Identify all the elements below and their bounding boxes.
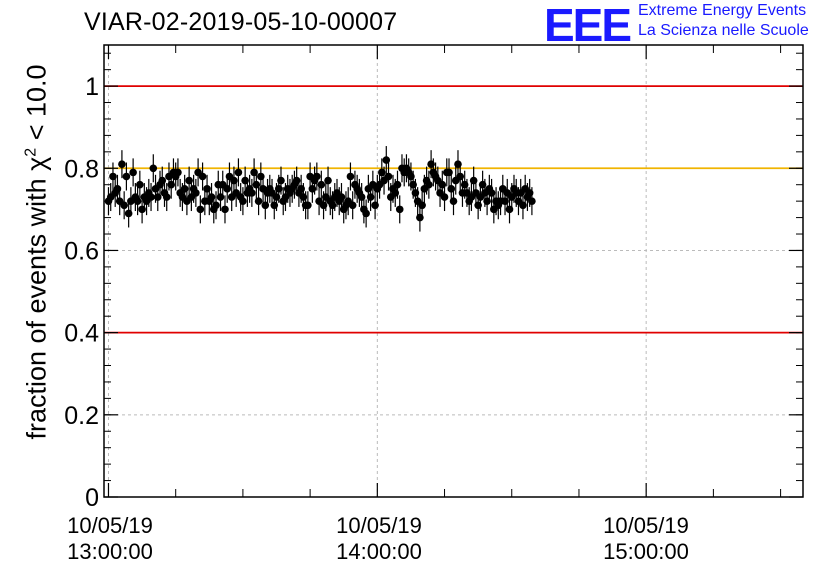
data-point bbox=[277, 176, 285, 185]
data-point bbox=[425, 180, 433, 189]
x-tick-time-2: 15:00:00 bbox=[603, 539, 689, 564]
x-tick-label-0: 10/05/19 13:00:00 bbox=[40, 513, 180, 565]
data-point bbox=[133, 197, 142, 205]
chart-title: VIAR-02-2019-05-10-00007 bbox=[84, 8, 398, 36]
data-point bbox=[382, 156, 391, 164]
x-tick-time-1: 14:00:00 bbox=[336, 539, 422, 564]
data-point bbox=[449, 197, 458, 205]
data-point bbox=[109, 172, 117, 181]
data-point bbox=[212, 201, 220, 210]
data-point bbox=[346, 172, 355, 181]
data-point bbox=[348, 201, 357, 210]
data-point bbox=[362, 209, 370, 218]
data-point bbox=[192, 189, 200, 197]
y-tick-labels: 0 0.2 0.4 0.6 0.8 1 bbox=[64, 73, 99, 512]
data-point bbox=[313, 172, 321, 181]
data-point bbox=[198, 172, 207, 181]
y-axis-label: fraction of events with χ2 < 10.0 bbox=[22, 64, 53, 439]
data-point bbox=[221, 205, 229, 214]
data-point bbox=[120, 201, 128, 210]
data-point bbox=[317, 180, 326, 189]
data-point bbox=[239, 197, 247, 205]
y-axis-label-prefix: fraction of events with bbox=[21, 170, 52, 440]
data-point bbox=[254, 197, 263, 205]
data-point bbox=[147, 193, 155, 201]
data-point bbox=[384, 172, 393, 181]
y-axis-label-symbol: χ bbox=[21, 156, 52, 171]
y-tick-label: 0.2 bbox=[64, 402, 99, 430]
axis-ticks bbox=[104, 45, 803, 498]
data-point bbox=[248, 189, 256, 197]
y-axis-label-sup: 2 bbox=[22, 147, 40, 157]
data-point bbox=[118, 160, 126, 168]
y-tick-label: 0 bbox=[85, 484, 99, 512]
plot-frame bbox=[103, 44, 804, 498]
data-point bbox=[445, 168, 453, 177]
data-point bbox=[129, 168, 137, 177]
x-tick-date-0: 10/05/19 bbox=[67, 513, 153, 538]
logo-text-line2: La Scienza nelle Scuole bbox=[638, 22, 809, 39]
data-point bbox=[528, 197, 536, 205]
data-point bbox=[122, 172, 131, 181]
data-point bbox=[324, 176, 332, 185]
reference-lines bbox=[104, 85, 803, 334]
y-tick-label: 0.8 bbox=[64, 155, 99, 183]
y-tick-label: 0.6 bbox=[64, 237, 99, 265]
data-point bbox=[393, 180, 402, 189]
data-point bbox=[395, 205, 404, 214]
y-axis-label-suffix: < 10.0 bbox=[21, 64, 52, 148]
data-point bbox=[456, 172, 465, 181]
data-point bbox=[196, 205, 205, 214]
x-tick-date-1: 10/05/19 bbox=[336, 513, 422, 538]
data-point bbox=[252, 180, 261, 189]
y-tick-label: 0.4 bbox=[64, 320, 99, 348]
x-tick-label-2: 10/05/19 15:00:00 bbox=[576, 513, 716, 565]
eee-logo-mark: EEE bbox=[544, 0, 632, 51]
x-tick-label-1: 10/05/19 14:00:00 bbox=[309, 513, 449, 565]
x-tick-time-0: 13:00:00 bbox=[67, 539, 153, 564]
data-point bbox=[487, 189, 496, 197]
data-point bbox=[136, 180, 144, 189]
data-point bbox=[304, 201, 312, 210]
data-point bbox=[440, 193, 449, 201]
logo-text-line1: Extreme Energy Events bbox=[638, 2, 807, 19]
data-point bbox=[162, 193, 171, 201]
data-series bbox=[104, 146, 536, 232]
x-tick-date-2: 10/05/19 bbox=[603, 513, 689, 538]
data-point bbox=[174, 168, 182, 177]
grid bbox=[104, 45, 803, 497]
y-tick-label: 1 bbox=[85, 73, 99, 101]
data-point bbox=[234, 168, 243, 177]
data-point bbox=[185, 176, 193, 185]
data-point bbox=[149, 164, 158, 173]
data-point bbox=[371, 201, 379, 210]
data-point bbox=[418, 201, 426, 210]
data-point bbox=[519, 201, 527, 210]
